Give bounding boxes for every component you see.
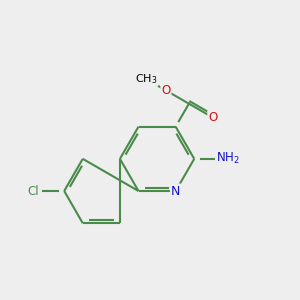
- Text: O: O: [208, 111, 218, 124]
- Text: N: N: [171, 184, 180, 197]
- Text: CH$_3$: CH$_3$: [135, 72, 157, 86]
- Text: O: O: [161, 84, 171, 97]
- Text: NH$_2$: NH$_2$: [216, 151, 240, 166]
- Text: Cl: Cl: [27, 184, 39, 197]
